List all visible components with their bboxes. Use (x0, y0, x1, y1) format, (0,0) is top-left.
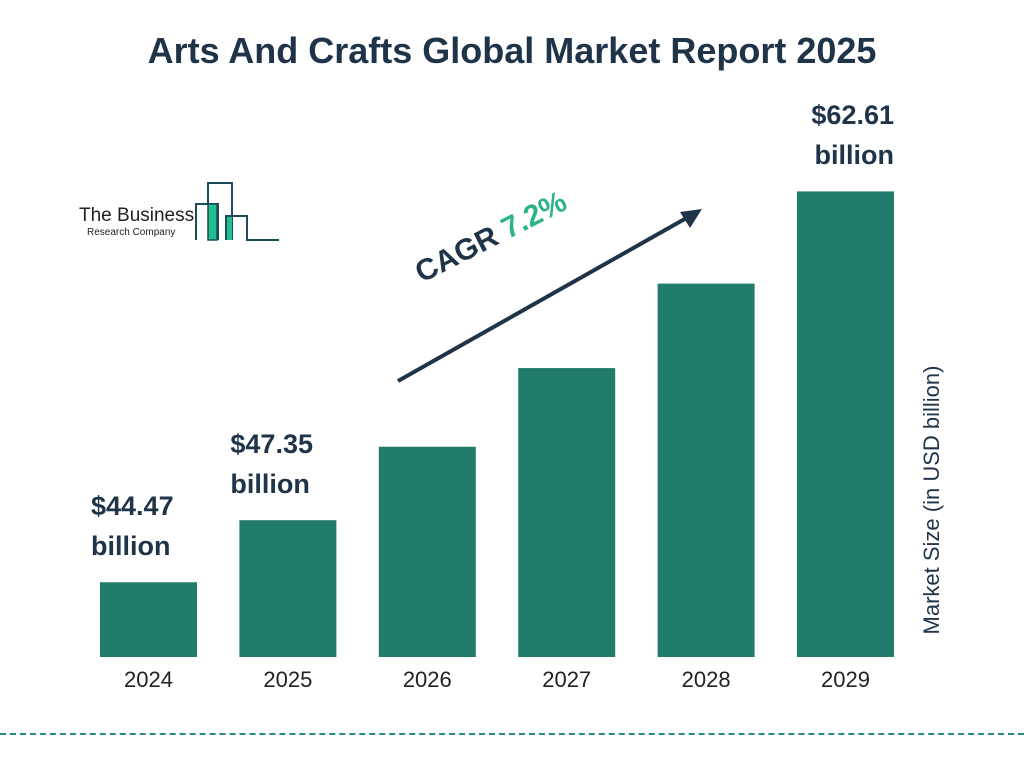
cagr-arrow (397, 209, 702, 383)
logo-subtext: Research Company (87, 227, 176, 238)
bar-2027 (518, 368, 616, 657)
x-tick-label: 2024 (124, 667, 173, 692)
bar-2028 (657, 283, 755, 657)
bar-2025 (239, 520, 337, 657)
data-label: $62.61 billion (797, 95, 894, 175)
x-tick-label: 2029 (821, 667, 870, 692)
data-label-unit: billion (814, 140, 894, 171)
bar-2024 (100, 582, 197, 657)
data-label-unit: billion (91, 531, 171, 562)
y-axis-label: Market Size (in USD billion) (919, 365, 944, 635)
data-label-value: $62.61 (811, 100, 894, 131)
data-label-unit: billion (230, 469, 310, 500)
bar-2026 (378, 446, 476, 657)
x-tick-label: 2028 (682, 667, 731, 692)
x-tick-label: 2027 (542, 667, 591, 692)
bar-2029 (797, 191, 894, 658)
x-tick-label: 2025 (263, 667, 312, 692)
data-label-value: $47.35 (230, 429, 313, 460)
footer-divider (0, 733, 1024, 735)
x-tick-label: 2026 (403, 667, 452, 692)
logo-graphic (195, 182, 279, 241)
data-label: $44.47 billion (91, 486, 174, 566)
chart-title: Arts And Crafts Global Market Report 202… (147, 30, 877, 71)
data-label: $47.35 billion (230, 424, 313, 504)
logo-text: The Business (79, 205, 195, 226)
data-label-value: $44.47 (91, 491, 174, 522)
